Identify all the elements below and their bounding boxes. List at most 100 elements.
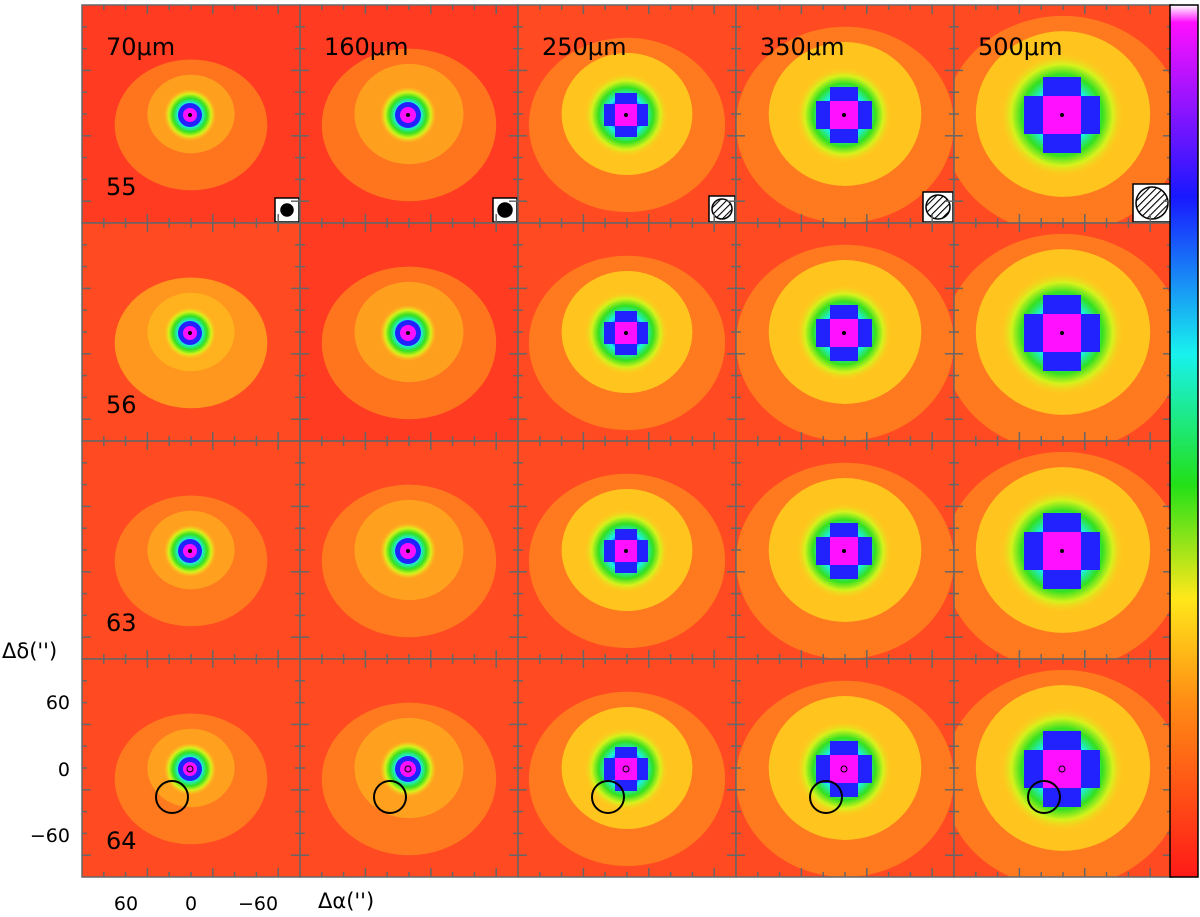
source-pixel: [816, 537, 830, 551]
source-pixel: [615, 344, 626, 355]
offset-circle: [155, 780, 189, 814]
panel-56-70um: 56: [81, 222, 301, 442]
wavelength-label: 250μm: [542, 33, 626, 61]
source-pixel: [1081, 769, 1100, 788]
source-pixel: [1043, 96, 1062, 115]
wavelength-label: 70μm: [106, 33, 175, 61]
wavelength-label: 350μm: [760, 33, 844, 61]
source-pixel: [615, 115, 626, 126]
source-pixel: [604, 322, 615, 333]
source-pixel: [1043, 115, 1062, 134]
source-pixel: [604, 551, 615, 562]
source-pixel: [844, 319, 858, 333]
source-pixel: [830, 101, 844, 115]
panel-ticks: [518, 5, 736, 223]
panel-55-250um: 250μm: [517, 4, 737, 224]
beam-icon: [711, 198, 733, 220]
panel-ticks: [82, 441, 300, 659]
source-pixel: [604, 540, 615, 551]
source-pixel: [1043, 295, 1062, 314]
source-pixel: [816, 115, 830, 129]
source-pixel: [1062, 333, 1081, 352]
source-pixel: [1024, 551, 1043, 570]
source-pixel: [1043, 134, 1062, 153]
source-pixel: [637, 104, 648, 115]
source-pixel: [830, 347, 844, 361]
panel-56-350um: [735, 222, 955, 442]
source-pixel: [844, 783, 858, 797]
source-pixel: [1024, 96, 1043, 115]
source-pixel: [844, 523, 858, 537]
source-center-marker: [188, 549, 192, 553]
source-pixel: [844, 769, 858, 783]
source-center-marker: [406, 331, 410, 335]
panel-56-500um: [953, 222, 1173, 442]
source-pixel: [830, 755, 844, 769]
source-center-marker: [406, 113, 410, 117]
source-center-marker: [1060, 113, 1064, 117]
source-pixel: [830, 783, 844, 797]
panel-56-160um: [299, 222, 519, 442]
source-pixel: [1043, 769, 1062, 788]
source-pixel: [615, 562, 626, 573]
y-tick-label-minus60: −60: [30, 825, 70, 847]
panel-55-500um: 500μm: [953, 4, 1173, 224]
source-pixel: [1062, 551, 1081, 570]
source-pixel: [615, 540, 626, 551]
panel-64-350um: [735, 658, 955, 878]
x-tick-label-60: 60: [114, 893, 138, 915]
source-pixel: [615, 126, 626, 137]
panel-ticks: [82, 659, 300, 877]
source-pixel: [830, 333, 844, 347]
source-pixel: [1081, 333, 1100, 352]
beam-icon: [1135, 186, 1169, 220]
source-center-marker: [842, 549, 846, 553]
panel-ticks: [736, 441, 954, 659]
panel-ticks: [82, 223, 300, 441]
source-pixel: [1062, 115, 1081, 134]
source-center-marker: [624, 113, 628, 117]
source-pixel: [844, 101, 858, 115]
source-pixel: [1024, 769, 1043, 788]
source-pixel: [615, 529, 626, 540]
panel-ticks: [82, 5, 300, 223]
source-pixel: [830, 741, 844, 755]
source-pixel: [830, 551, 844, 565]
panel-64-250um: [517, 658, 737, 878]
source-pixel: [816, 769, 830, 783]
panel-63-250um: [517, 440, 737, 660]
source-pixel: [1081, 314, 1100, 333]
panel-ticks: [300, 441, 518, 659]
source-center-marker: [624, 549, 628, 553]
source-pixel: [1043, 513, 1062, 532]
source-pixel: [1062, 96, 1081, 115]
source-pixel: [604, 769, 615, 780]
source-pixel: [637, 758, 648, 769]
wavelength-label: 160μm: [324, 33, 408, 61]
source-pixel: [626, 529, 637, 540]
source-pixel: [637, 551, 648, 562]
source-pixel: [1024, 750, 1043, 769]
source-pixel: [1043, 570, 1062, 589]
source-pixel: [626, 344, 637, 355]
panel-63-160um: [299, 440, 519, 660]
source-pixel: [615, 104, 626, 115]
panel-grid: 70μm 55 160μm 250μm 350μm 500μm 56 63 64: [81, 4, 1173, 878]
source-pixel: [1024, 532, 1043, 551]
source-center-marker: [1060, 331, 1064, 335]
source-pixel: [1081, 115, 1100, 134]
source-pixel: [844, 129, 858, 143]
source-pixel: [1081, 551, 1100, 570]
source-pixel: [830, 319, 844, 333]
source-pixel: [1081, 750, 1100, 769]
row-label: 63: [106, 609, 137, 637]
source-pixel: [1081, 96, 1100, 115]
source-pixel: [844, 565, 858, 579]
source-pixel: [626, 551, 637, 562]
source-pixel: [816, 319, 830, 333]
source-pixel: [615, 747, 626, 758]
source-pixel: [1062, 769, 1081, 788]
panel-ticks: [300, 5, 518, 223]
panel-64-160um: [299, 658, 519, 878]
source-pixel: [1062, 134, 1081, 153]
